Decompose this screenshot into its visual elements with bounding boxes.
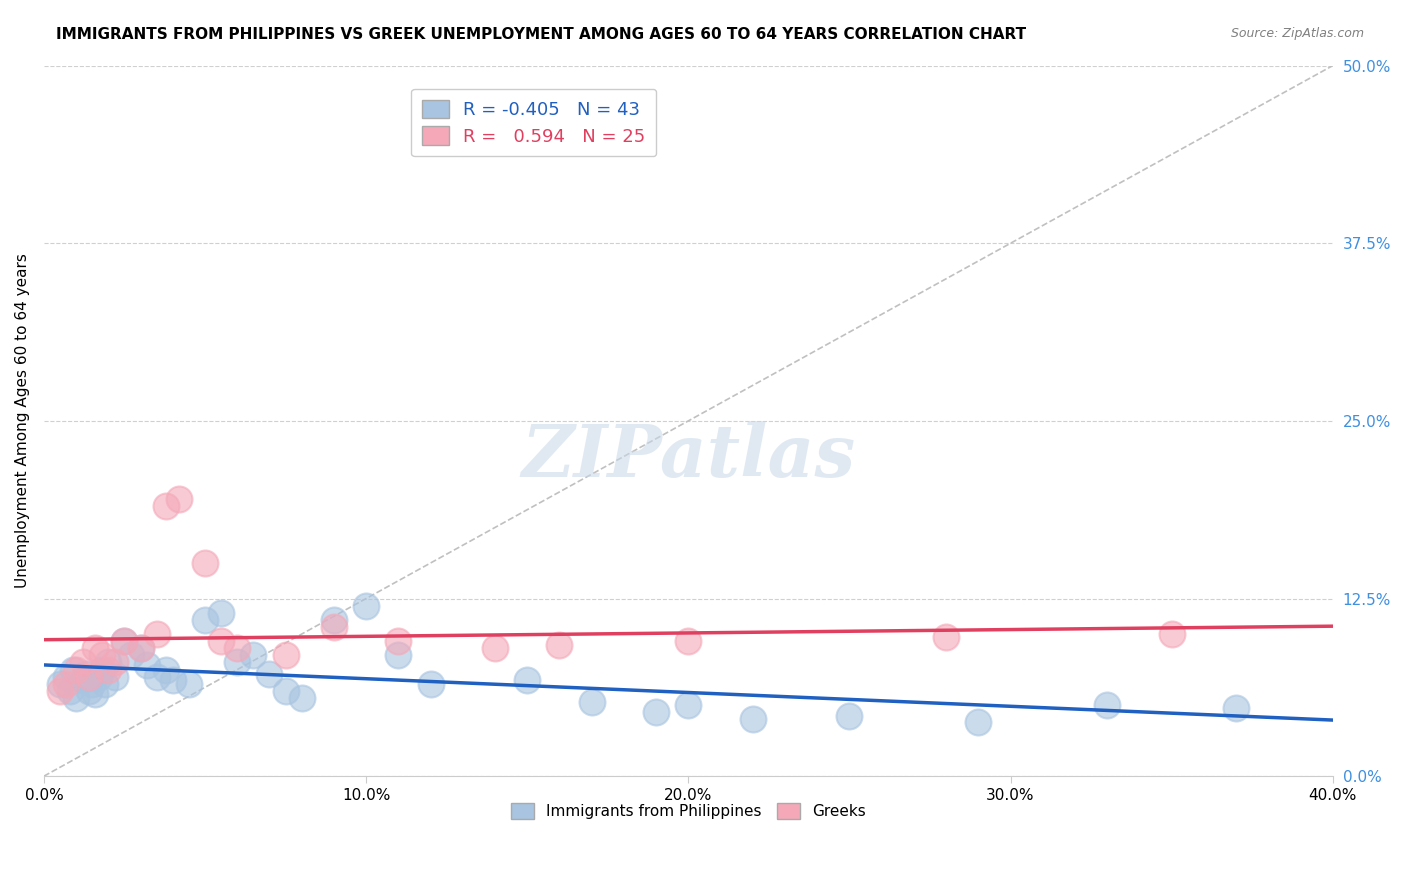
Point [226,641,249,656]
Point [177,677,200,691]
Point [49,684,72,698]
Point [145,670,167,684]
Point [645,705,668,719]
Point [548,639,571,653]
Point [484,641,506,656]
Point [322,613,344,627]
Point [77,670,100,684]
Point [226,656,249,670]
Point [104,670,127,684]
Point [82,677,104,691]
Point [1225,701,1247,715]
Point [90,663,112,677]
Text: Source: ZipAtlas.com: Source: ZipAtlas.com [1230,27,1364,40]
Point [242,648,264,663]
Point [120,648,142,663]
Point [322,620,344,634]
Point [741,712,763,726]
Point [1160,627,1182,641]
Point [354,599,377,613]
Point [87,670,110,684]
Point [90,648,112,663]
Point [194,556,217,570]
Point [55,670,77,684]
Point [259,666,281,681]
Point [104,656,127,670]
Point [84,641,107,656]
Point [94,677,117,691]
Point [77,684,100,698]
Point [49,677,72,691]
Point [129,641,152,656]
Point [114,634,136,648]
Point [678,698,700,712]
Point [97,663,120,677]
Point [419,677,441,691]
Point [145,627,167,641]
Point [387,634,409,648]
Point [838,709,860,723]
Point [75,666,97,681]
Point [387,648,409,663]
Point [155,499,177,513]
Text: IMMIGRANTS FROM PHILIPPINES VS GREEK UNEMPLOYMENT AMONG AGES 60 TO 64 YEARS CORR: IMMIGRANTS FROM PHILIPPINES VS GREEK UNE… [56,27,1026,42]
Point [97,656,120,670]
Point [62,663,84,677]
Point [581,695,603,709]
Point [155,663,177,677]
Point [162,673,184,687]
Point [291,691,314,706]
Legend: Immigrants from Philippines, Greeks: Immigrants from Philippines, Greeks [505,797,872,825]
Point [1095,698,1118,712]
Point [129,641,152,656]
Point [935,630,957,644]
Point [72,656,94,670]
Point [967,715,990,730]
Point [59,684,82,698]
Point [65,663,87,677]
Point [55,677,77,691]
Point [209,606,232,620]
Point [274,684,297,698]
Point [194,613,217,627]
Text: ZIPatlas: ZIPatlas [522,421,855,491]
Point [65,691,87,706]
Point [114,634,136,648]
Point [209,634,232,648]
Point [136,658,159,673]
Point [72,673,94,687]
Y-axis label: Unemployment Among Ages 60 to 64 years: Unemployment Among Ages 60 to 64 years [15,253,30,589]
Point [167,491,190,506]
Point [516,673,538,687]
Point [678,634,700,648]
Point [84,687,107,701]
Point [274,648,297,663]
